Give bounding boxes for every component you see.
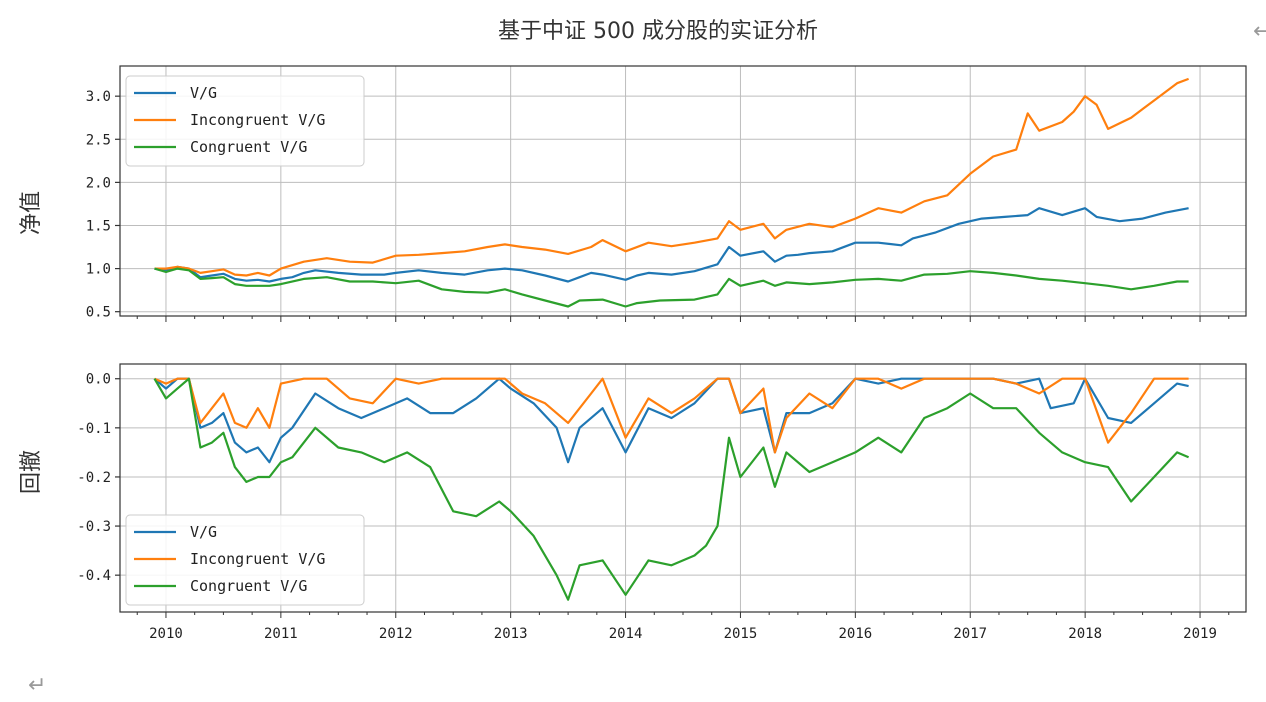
nav-series-group bbox=[154, 77, 1189, 308]
nav-y-tick-label: 2.0 bbox=[86, 175, 111, 191]
drawdown-x-tick-label: 2017 bbox=[953, 626, 987, 642]
drawdown-legend-label: Incongruent V/G bbox=[190, 550, 325, 568]
drawdown-x-ticks: 2010 2011 2012 2013 2014 2015 2016 2017 2018 2019 bbox=[136, 612, 1230, 642]
drawdown-y-ticks: -0.4 -0.3 -0.2 -0.1 0.0 bbox=[77, 372, 120, 584]
drawdown-x-tick-label: 2012 bbox=[379, 626, 413, 642]
drawdown-x-tick-label: 2016 bbox=[838, 626, 872, 642]
nav-y-tick-label: 0.5 bbox=[86, 305, 111, 321]
drawdown-y-tick-label: -0.1 bbox=[77, 421, 111, 437]
drawdown-x-tick-label: 2011 bbox=[264, 626, 298, 642]
drawdown-legend: V/G Incongruent V/G Congruent V/G bbox=[125, 514, 365, 606]
drawdown-y-tick-label: -0.3 bbox=[77, 519, 111, 535]
drawdown-x-tick-label: 2010 bbox=[149, 626, 183, 642]
nav-x-minor-ticks bbox=[136, 316, 1230, 322]
nav-y-tick-label: 1.0 bbox=[86, 262, 111, 278]
drawdown-x-tick-label: 2019 bbox=[1183, 626, 1217, 642]
drawdown-grid bbox=[120, 364, 1246, 612]
drawdown-panel: -0.4 -0.3 -0.2 -0.1 0.0 2010 2011 2012 2013 2014… bbox=[19, 363, 1247, 642]
nav-series-vg-line bbox=[154, 207, 1189, 283]
nav-legend-label: V/G bbox=[190, 84, 217, 102]
nav-legend: V/G Incongruent V/G Congruent V/G bbox=[125, 75, 365, 167]
nav-legend-label: Incongruent V/G bbox=[190, 111, 325, 129]
drawdown-x-tick-label: 2018 bbox=[1068, 626, 1102, 642]
drawdown-legend-box bbox=[125, 514, 365, 606]
corner-arrow-icon: ↩ bbox=[1253, 19, 1266, 44]
nav-legend-box bbox=[125, 75, 365, 167]
return-icon: ↵ bbox=[28, 673, 46, 698]
nav-y-tick-label: 2.5 bbox=[86, 132, 111, 148]
drawdown-series-congruent-vg-line bbox=[153, 377, 1190, 601]
nav-y-ticks: 0.5 1.0 1.5 2.0 2.5 3.0 bbox=[86, 89, 120, 321]
drawdown-y-tick-label: -0.2 bbox=[77, 470, 111, 486]
nav-series-incongruent-vg-line bbox=[154, 77, 1189, 277]
drawdown-x-tick-label: 2013 bbox=[494, 626, 528, 642]
nav-y-tick-label: 1.5 bbox=[86, 218, 111, 234]
drawdown-legend-label: Congruent V/G bbox=[190, 577, 307, 595]
drawdown-series-group bbox=[153, 377, 1190, 601]
nav-y-tick-label: 3.0 bbox=[86, 89, 111, 105]
drawdown-y-tick-label: 0.0 bbox=[86, 372, 111, 388]
drawdown-x-tick-label: 2014 bbox=[609, 626, 643, 642]
nav-panel: 0.5 1.0 1.5 2.0 2.5 3.0 净值 V/G Incongruent V/G… bbox=[19, 65, 1247, 322]
drawdown-y-axis-label: 回撤 bbox=[19, 450, 44, 494]
drawdown-x-tick-label: 2015 bbox=[724, 626, 758, 642]
drawdown-legend-label: V/G bbox=[190, 523, 217, 541]
nav-y-axis-label: 净值 bbox=[19, 191, 44, 235]
nav-legend-label: Congruent V/G bbox=[190, 138, 307, 156]
drawdown-y-tick-label: -0.4 bbox=[77, 568, 111, 584]
chart-title: 基于中证 500 成分股的实证分析 bbox=[498, 19, 818, 44]
drawdown-series-incongruent-vg-line bbox=[154, 377, 1189, 454]
nav-grid bbox=[120, 66, 1246, 316]
nav-series-congruent-vg-line bbox=[154, 267, 1189, 308]
